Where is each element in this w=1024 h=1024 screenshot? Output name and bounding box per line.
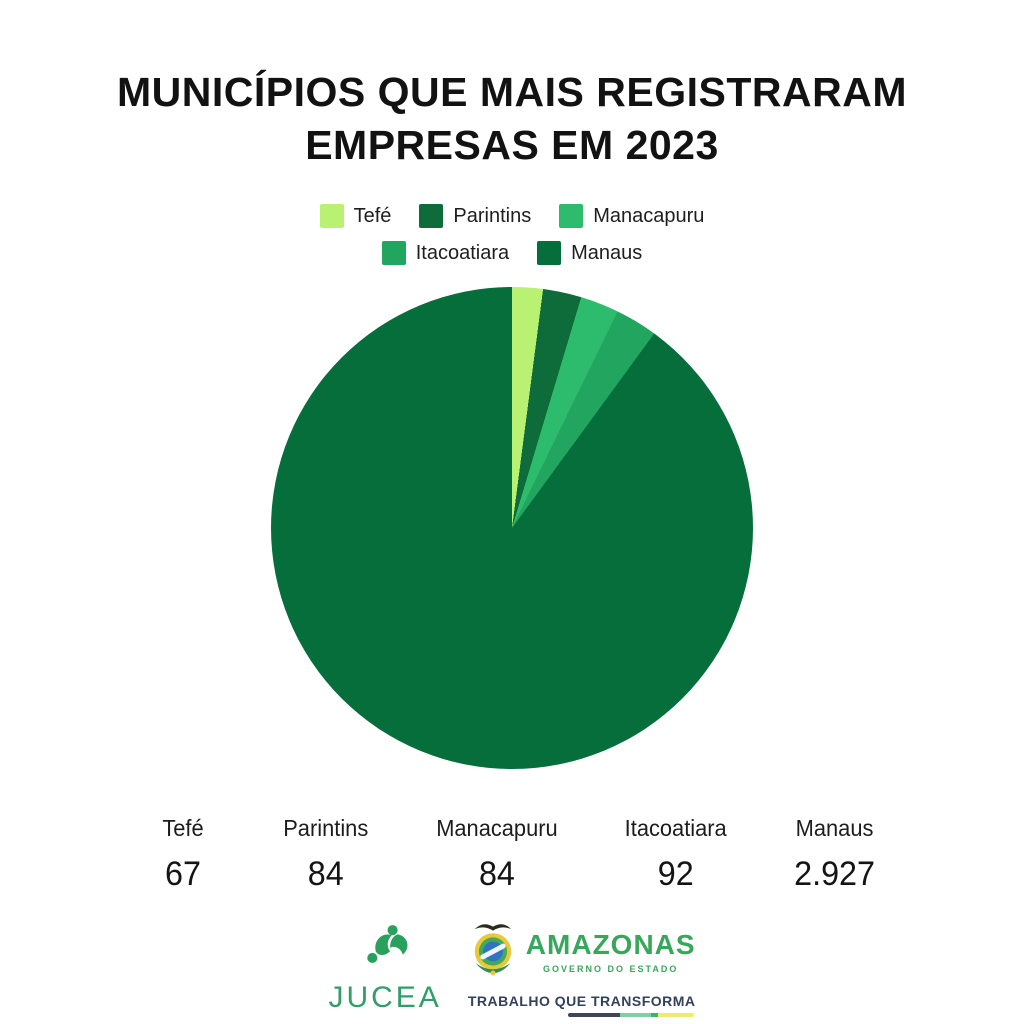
stats-row: Tefé 67 Parintins 84 Manacapuru 84 Itaco… <box>0 815 1024 894</box>
legend-swatch-tefe <box>319 204 344 228</box>
stat-label-manaus: Manaus <box>795 815 874 841</box>
legend-swatch-manaus <box>537 241 562 265</box>
stat-itacoatiara: Itacoatiara 92 <box>622 815 729 894</box>
stat-label-tefe: Tefé <box>162 815 204 841</box>
legend-swatch-manacapuru <box>559 204 584 228</box>
pie-chart <box>271 287 753 769</box>
footer-logos: JUCEA AMAZONAS GOVERNO <box>0 920 1024 1017</box>
stat-tefe: Tefé 67 <box>147 815 219 894</box>
legend-label-parintins: Parintins <box>453 204 532 227</box>
stat-parintins: Parintins 84 <box>281 815 370 894</box>
jucea-logo-icon <box>358 920 412 979</box>
legend-label-manaus: Manaus <box>571 241 643 264</box>
chart-title: MUNICÍPIOS QUE MAIS REGISTRARAM EMPRESAS… <box>0 66 1024 172</box>
underline-segment <box>620 1013 651 1017</box>
amazonas-wordmark: AMAZONAS <box>525 929 696 960</box>
stat-label-parintins: Parintins <box>283 815 369 841</box>
legend-item-manacapuru: Manacapuru <box>559 204 704 228</box>
chart-legend: Tefé Parintins Manacapuru Itacoatiara Ma… <box>0 204 1024 265</box>
stat-value-manaus: 2.927 <box>793 855 875 893</box>
amazonas-crest-icon <box>468 920 518 983</box>
amazonas-subtitle: GOVERNO DO ESTADO <box>543 964 679 974</box>
stat-manacapuru: Manacapuru 84 <box>433 815 561 894</box>
stat-value-tefe: 67 <box>165 855 202 893</box>
legend-label-itacoatiara: Itacoatiara <box>415 241 510 264</box>
jucea-logo: JUCEA <box>328 920 441 1015</box>
amazonas-gov-logo: AMAZONAS GOVERNO DO ESTADO TRABALHO QUE … <box>468 920 696 1017</box>
stat-label-itacoatiara: Itacoatiara <box>625 815 728 841</box>
legend-item-parintins: Parintins <box>419 204 531 228</box>
legend-label-tefe: Tefé <box>353 204 392 227</box>
underline-segment <box>650 1013 659 1017</box>
legend-item-tefe: Tefé <box>319 204 392 228</box>
legend-item-manaus: Manaus <box>537 241 642 265</box>
legend-swatch-parintins <box>419 204 444 228</box>
tagline-underline-bar <box>567 1013 694 1017</box>
stat-manaus: Manaus 2.927 <box>792 815 877 894</box>
underline-segment <box>567 1013 621 1017</box>
stat-value-itacoatiara: 92 <box>658 855 695 893</box>
stat-value-manacapuru: 84 <box>478 855 515 893</box>
title-line-1: MUNICÍPIOS QUE MAIS REGISTRARAM <box>117 69 907 115</box>
jucea-wordmark: JUCEA <box>328 981 442 1014</box>
legend-item-itacoatiara: Itacoatiara <box>381 241 510 265</box>
stat-value-parintins: 84 <box>307 855 344 893</box>
legend-row-1: Tefé Parintins Manacapuru <box>319 204 704 228</box>
legend-label-manacapuru: Manacapuru <box>593 204 705 227</box>
legend-row-2: Itacoatiara Manaus <box>381 241 642 265</box>
stat-label-manacapuru: Manacapuru <box>435 815 558 841</box>
legend-swatch-itacoatiara <box>381 241 406 265</box>
title-line-2: EMPRESAS EM 2023 <box>305 122 719 168</box>
amazonas-tagline: TRABALHO QUE TRANSFORMA <box>467 993 696 1009</box>
underline-segment <box>658 1013 694 1017</box>
